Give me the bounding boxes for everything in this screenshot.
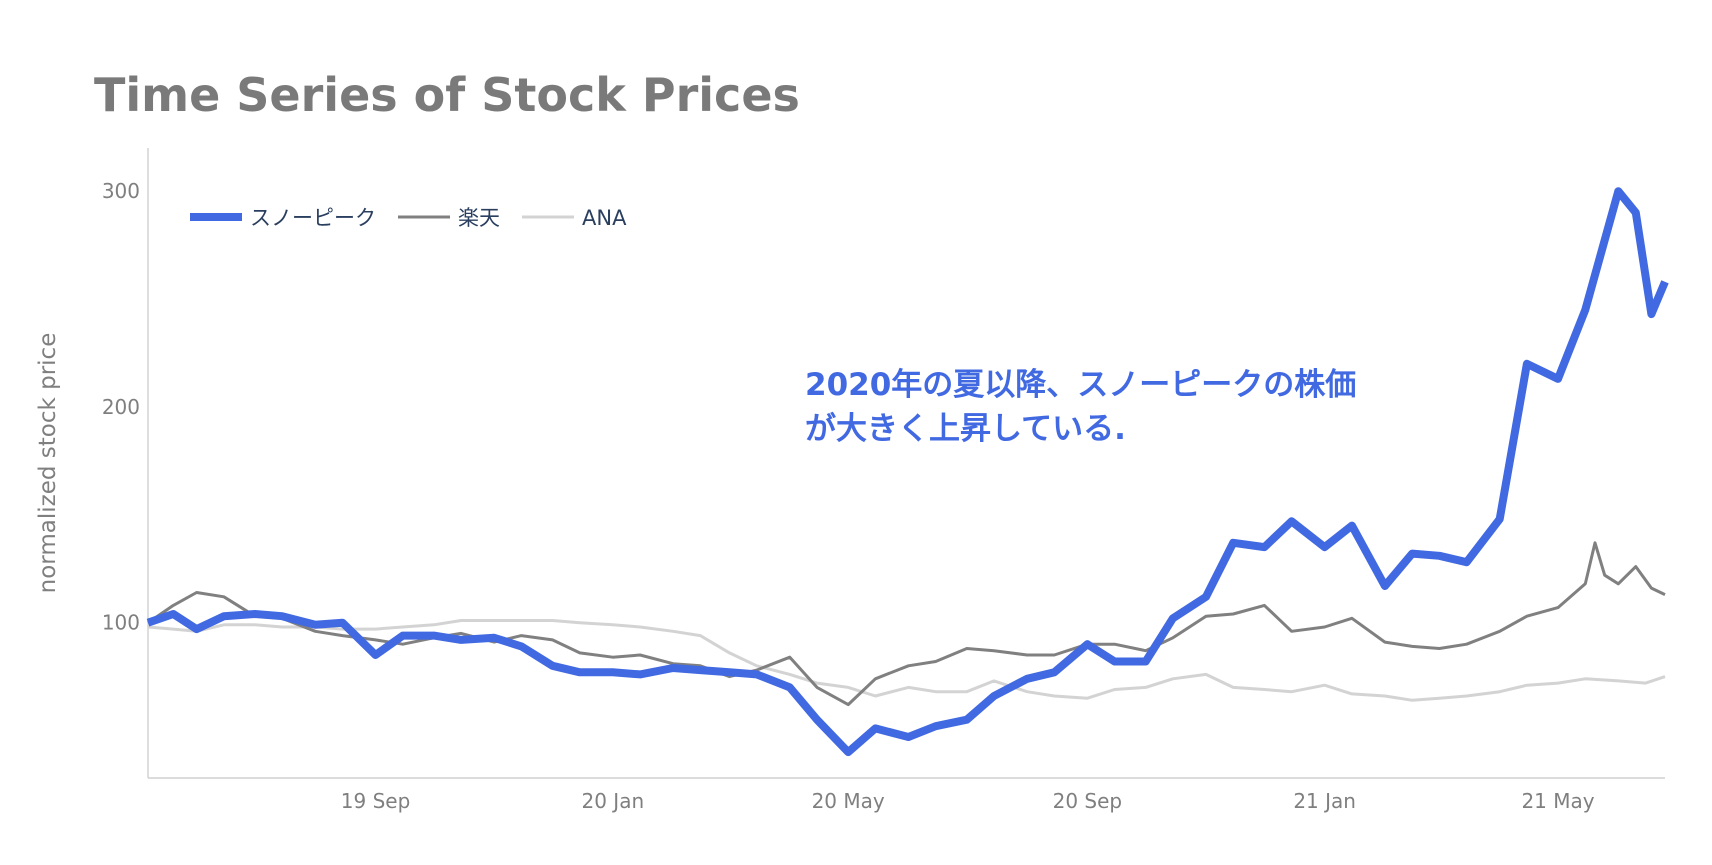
x-tick-label: 20 Sep bbox=[1053, 789, 1123, 813]
legend-label[interactable]: スノーピーク bbox=[250, 206, 376, 230]
legend: スノーピーク 楽天 ANA bbox=[190, 206, 627, 230]
x-tick-label: 20 Jan bbox=[582, 789, 645, 813]
series-line bbox=[147, 541, 1666, 707]
legend-label[interactable]: 楽天 bbox=[458, 206, 500, 230]
chart-title: Time Series of Stock Prices bbox=[94, 68, 800, 122]
annotation-text: 2020年の夏以降、スノーピークの株価 bbox=[805, 367, 1356, 403]
y-tick-label: 300 bbox=[102, 179, 140, 203]
y-axis-label: normalized stock price bbox=[35, 333, 61, 594]
axes: 100 200 300 19 Sep 20 Jan 20 May 20 Sep 21 Jan 2… bbox=[35, 148, 1665, 813]
series-line bbox=[146, 187, 1669, 757]
x-tick-label: 20 May bbox=[812, 789, 885, 813]
x-tick-label: 21 Jan bbox=[1293, 789, 1356, 813]
series-lines bbox=[146, 187, 1669, 757]
x-tick-label: 21 May bbox=[1521, 789, 1594, 813]
x-tick-label: 19 Sep bbox=[341, 789, 411, 813]
y-tick-label: 100 bbox=[102, 611, 140, 635]
annotation-text: が大きく上昇している. bbox=[805, 411, 1126, 447]
legend-label[interactable]: ANA bbox=[582, 206, 627, 230]
series-line bbox=[147, 619, 1666, 702]
y-tick-label: 200 bbox=[102, 395, 140, 419]
